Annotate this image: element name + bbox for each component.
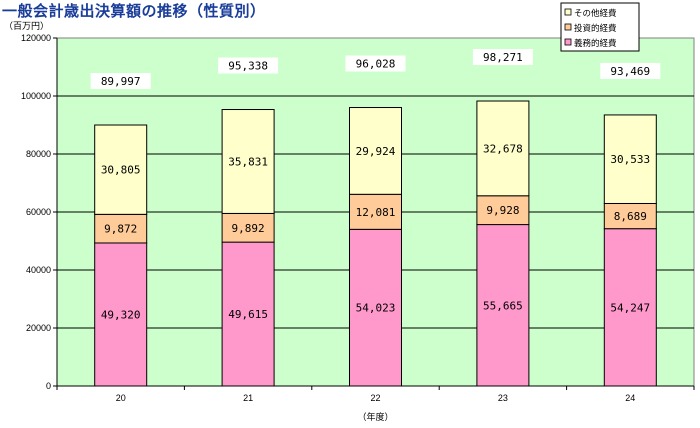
bar-segment-label: 54,247 <box>610 301 650 314</box>
legend-label: その他経費 <box>574 8 617 19</box>
x-axis-ticks: 20 21 22 23 24 <box>56 386 695 403</box>
legend-swatch <box>564 38 572 46</box>
total-label-box <box>600 62 661 79</box>
y-tick-label: 20000 <box>26 323 51 333</box>
y-axis-unit-label: （百万円） <box>4 21 49 32</box>
total-label-box <box>90 73 151 90</box>
total-label: 98,271 <box>483 51 523 64</box>
bar-segment-label: 30,805 <box>101 164 141 177</box>
legend-label: 義務的経費 <box>574 38 617 49</box>
bar-segment-label: 35,831 <box>228 155 268 168</box>
y-tick-label: 40000 <box>26 265 51 275</box>
bar-segment-label: 32,678 <box>483 142 523 155</box>
y-tick-label: 0 <box>46 381 51 391</box>
bar-segment-label: 9,928 <box>486 204 519 217</box>
bar-segment-label: 55,665 <box>483 299 523 312</box>
bar-segment <box>94 124 148 215</box>
bar-segment <box>476 224 530 387</box>
x-tick-label: 23 <box>498 393 508 403</box>
total-label: 89,997 <box>101 75 141 88</box>
bar-segment <box>349 107 402 195</box>
bar-segment <box>221 241 275 387</box>
bar-segment-label: 9,892 <box>232 222 265 235</box>
x-tick-label: 20 <box>116 393 126 403</box>
total-label-box <box>218 57 279 74</box>
x-tick-label: 22 <box>370 393 380 403</box>
y-tick-label: 60000 <box>26 207 51 217</box>
legend-label: 投資的経費 <box>574 23 617 34</box>
bar-segment-label: 12,081 <box>356 206 396 219</box>
bar-segment <box>349 193 402 230</box>
bar-segment-label: 54,023 <box>356 302 396 315</box>
bar-segment <box>94 213 148 244</box>
y-tick-label: 120000 <box>21 33 51 43</box>
bar-segment <box>349 228 402 387</box>
total-label: 95,338 <box>228 60 268 73</box>
bar-segment-label: 30,533 <box>610 153 650 166</box>
x-tick-label: 24 <box>625 393 635 403</box>
bar-segment <box>603 202 657 230</box>
legend-swatch <box>564 8 572 16</box>
legend-box <box>560 2 640 52</box>
bars: 49,320 9,872 30,805 89,997 49,615 9,892 35,831… <box>90 49 661 387</box>
bar-segment <box>221 109 275 214</box>
y-tick-label: 80000 <box>26 149 51 159</box>
total-label-box <box>345 55 406 72</box>
total-label-box <box>472 49 533 66</box>
total-label: 96,028 <box>356 58 396 71</box>
legend-swatch <box>564 23 572 31</box>
bar-segment <box>603 228 657 387</box>
y-tick-label: 100000 <box>21 91 51 101</box>
bar-segment-label: 49,320 <box>101 308 141 321</box>
bar-segment-label: 29,924 <box>356 145 396 158</box>
bar-segment-label: 9,872 <box>104 223 137 236</box>
bar-segment <box>476 100 530 197</box>
bar-segment <box>603 114 657 204</box>
chart-title: 一般会計歳出決算額の推移（性質別） <box>2 2 266 20</box>
total-label: 93,469 <box>610 65 650 78</box>
x-axis-label: （年度） <box>357 411 393 423</box>
bar-segment-label: 8,689 <box>614 210 647 223</box>
x-tick-label: 21 <box>243 393 253 403</box>
bar-segment-label: 49,615 <box>228 308 268 321</box>
